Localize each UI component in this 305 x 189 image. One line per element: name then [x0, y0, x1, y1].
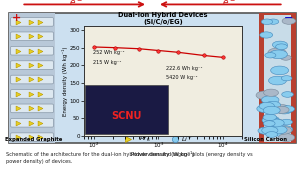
FancyBboxPatch shape: [11, 90, 53, 98]
Circle shape: [257, 105, 273, 112]
FancyBboxPatch shape: [11, 32, 53, 41]
Y-axis label: Energy density (Wh kg⁻¹): Energy density (Wh kg⁻¹): [62, 46, 68, 116]
Circle shape: [264, 121, 275, 126]
Circle shape: [277, 126, 293, 133]
Circle shape: [264, 89, 278, 96]
Circle shape: [261, 96, 279, 104]
Circle shape: [282, 92, 293, 97]
Circle shape: [269, 118, 281, 124]
Text: SCNU: SCNU: [112, 111, 142, 121]
Circle shape: [281, 119, 292, 125]
FancyBboxPatch shape: [11, 18, 53, 26]
Circle shape: [256, 91, 274, 100]
Circle shape: [270, 126, 287, 134]
Circle shape: [271, 66, 289, 75]
Circle shape: [269, 50, 287, 59]
Circle shape: [277, 131, 289, 137]
Circle shape: [272, 41, 288, 49]
Text: $e^-$: $e^-$: [222, 0, 236, 9]
FancyBboxPatch shape: [11, 104, 53, 113]
Circle shape: [278, 134, 295, 141]
Circle shape: [258, 127, 273, 134]
Circle shape: [276, 106, 292, 114]
Bar: [9, 13, 55, 143]
FancyBboxPatch shape: [11, 75, 53, 84]
Circle shape: [281, 76, 292, 81]
Circle shape: [276, 127, 292, 134]
Title: Dual-Ion Hybrid Devices
(Si/C/o/EG): Dual-Ion Hybrid Devices (Si/C/o/EG): [118, 12, 208, 25]
Bar: [85, 84, 168, 134]
Circle shape: [265, 101, 281, 109]
Text: Expanded Graphite: Expanded Graphite: [5, 137, 62, 142]
Text: $\mathit{Li^+}$: $\mathit{Li^+}$: [181, 135, 193, 144]
Bar: [259, 13, 296, 143]
FancyBboxPatch shape: [11, 133, 53, 142]
Circle shape: [273, 119, 284, 125]
FancyBboxPatch shape: [11, 46, 53, 55]
Text: 222.6 Wh kg⁻¹: 222.6 Wh kg⁻¹: [166, 66, 203, 71]
Circle shape: [263, 106, 280, 114]
Text: Schematic of the architecture for the dual-ion hybrid devices and ragone plots (: Schematic of the architecture for the du…: [6, 152, 253, 164]
Circle shape: [268, 19, 279, 24]
Text: +: +: [12, 13, 21, 23]
Circle shape: [281, 106, 295, 112]
Circle shape: [268, 48, 286, 57]
Text: −: −: [284, 13, 293, 23]
Circle shape: [262, 126, 278, 134]
Text: 5420 W kg⁻¹: 5420 W kg⁻¹: [166, 75, 198, 81]
Circle shape: [260, 32, 273, 38]
Text: $\mathit{PF_6^-}$: $\mathit{PF_6^-}$: [139, 135, 152, 144]
Text: Silicon Carbon: Silicon Carbon: [244, 137, 287, 142]
Circle shape: [263, 114, 277, 121]
Circle shape: [265, 53, 276, 58]
Text: 215 W kg⁻¹: 215 W kg⁻¹: [93, 60, 122, 65]
FancyBboxPatch shape: [11, 61, 53, 69]
Circle shape: [268, 119, 284, 127]
Circle shape: [259, 102, 274, 110]
Circle shape: [266, 132, 278, 137]
Circle shape: [275, 105, 288, 111]
FancyBboxPatch shape: [11, 119, 53, 127]
Circle shape: [261, 19, 273, 25]
Bar: [264, 15, 291, 142]
Circle shape: [281, 55, 291, 60]
Circle shape: [262, 116, 280, 125]
Text: $e^-$: $e^-$: [69, 0, 83, 9]
Bar: [9, 13, 296, 143]
Text: 252 Wh kg⁻¹: 252 Wh kg⁻¹: [93, 50, 125, 55]
Circle shape: [282, 18, 296, 24]
Circle shape: [274, 106, 289, 113]
Circle shape: [276, 44, 287, 50]
X-axis label: Power density (W kg⁻¹): Power density (W kg⁻¹): [131, 151, 195, 157]
Circle shape: [268, 76, 286, 85]
